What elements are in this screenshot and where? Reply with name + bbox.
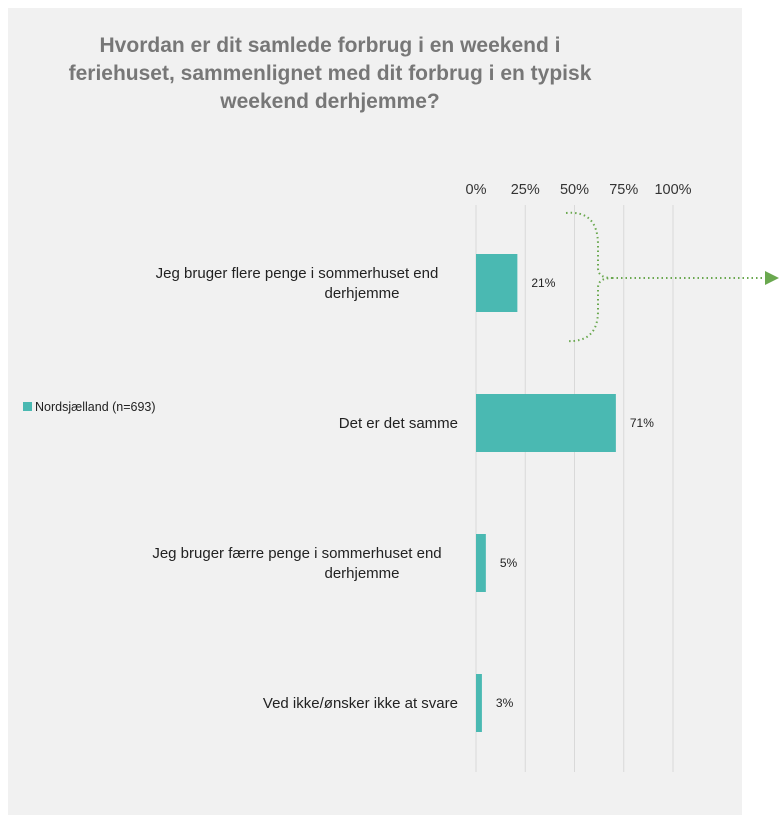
data-label: 5% xyxy=(500,556,518,570)
x-tick-label: 100% xyxy=(654,182,691,198)
annotation-bracket xyxy=(565,211,613,343)
bar xyxy=(476,534,486,592)
category-label: Jeg bruger flere penge i sommerhuset end xyxy=(156,265,439,282)
bar xyxy=(476,254,518,312)
legend-label: Nordsjælland (n=693) xyxy=(35,400,156,414)
bar xyxy=(476,394,616,452)
category-label: derhjemme xyxy=(324,285,399,302)
category-label: Ved ikke/ønsker ikke at svare xyxy=(263,695,458,712)
category-label: Det er det samme xyxy=(339,415,458,432)
bar xyxy=(476,674,482,732)
legend-swatch xyxy=(23,402,32,411)
arrow-head-icon xyxy=(765,271,779,285)
x-tick-label: 0% xyxy=(466,182,487,198)
x-tick-label: 75% xyxy=(609,182,638,198)
x-tick-label: 50% xyxy=(560,182,589,198)
x-tick-label: 25% xyxy=(511,182,540,198)
chart-title-line: Hvordan er dit samlede forbrug i en week… xyxy=(100,34,561,57)
data-label: 3% xyxy=(496,696,514,710)
category-label: derhjemme xyxy=(324,565,399,582)
chart-title-line: feriehuset, sammenlignet med dit forbrug… xyxy=(69,62,592,85)
data-label: 21% xyxy=(531,276,555,290)
chart-panel xyxy=(8,8,742,815)
chart-title-line: weekend derhjemme? xyxy=(219,90,439,113)
data-label: 71% xyxy=(630,416,654,430)
category-label: Jeg bruger færre penge i sommerhuset end xyxy=(152,545,441,562)
